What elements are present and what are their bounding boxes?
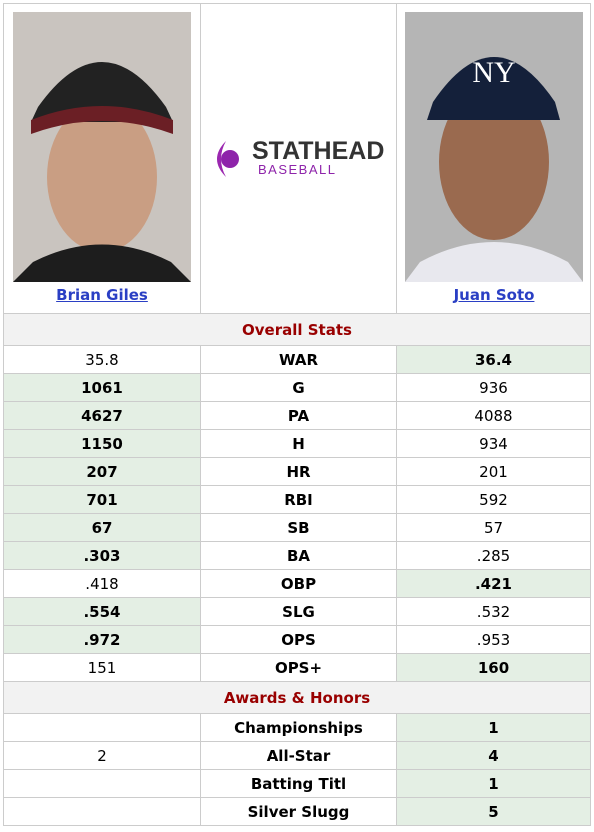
right-value: .532 — [396, 597, 591, 626]
left-value: 1150 — [3, 429, 201, 458]
stat-name: Batting Titl — [200, 769, 397, 798]
right-value: 1 — [396, 769, 591, 798]
logo-brand: STATHEAD — [252, 137, 384, 165]
left-value: .418 — [3, 569, 201, 598]
right-value: 4088 — [396, 401, 591, 430]
left-value: 67 — [3, 513, 201, 542]
right-value: 57 — [396, 513, 591, 542]
left-value: .554 — [3, 597, 201, 626]
section-header: Overall Stats — [3, 313, 591, 346]
stat-name: SB — [200, 513, 397, 542]
stat-name: All-Star — [200, 741, 397, 770]
stat-name: OBP — [200, 569, 397, 598]
left-value — [3, 713, 201, 742]
stat-name: Silver Slugg — [200, 797, 397, 826]
left-value: .303 — [3, 541, 201, 570]
player-cell — [3, 3, 201, 314]
left-value: 1061 — [3, 373, 201, 402]
left-value: 35.8 — [3, 345, 201, 374]
right-value: 4 — [396, 741, 591, 770]
left-value: 2 — [3, 741, 201, 770]
right-value: .421 — [396, 569, 591, 598]
left-value — [3, 797, 201, 826]
stat-name: WAR — [200, 345, 397, 374]
stat-name: G — [200, 373, 397, 402]
player-name-link[interactable]: Brian Giles — [56, 286, 148, 304]
stat-name: OPS — [200, 625, 397, 654]
left-value: 701 — [3, 485, 201, 514]
right-value: 1 — [396, 713, 591, 742]
right-value: 160 — [396, 653, 591, 682]
stat-name: OPS+ — [200, 653, 397, 682]
stat-name: H — [200, 429, 397, 458]
right-value: .953 — [396, 625, 591, 654]
stat-name: SLG — [200, 597, 397, 626]
stat-name: BA — [200, 541, 397, 570]
logo-sub: BASEBALL — [258, 162, 337, 177]
stathead-logo: STATHEAD BASEBALL — [216, 137, 384, 177]
right-value: 936 — [396, 373, 591, 402]
left-value: .972 — [3, 625, 201, 654]
stat-name: Championships — [200, 713, 397, 742]
right-value: 5 — [396, 797, 591, 826]
logo-cell: STATHEAD BASEBALL — [200, 3, 397, 314]
player-name-link[interactable]: Juan Soto — [453, 286, 535, 304]
right-value: 934 — [396, 429, 591, 458]
right-value: 36.4 — [396, 345, 591, 374]
svg-text:NY: NY — [472, 56, 515, 89]
left-value — [3, 769, 201, 798]
player-cell: NY — [396, 3, 591, 314]
section-header: Awards & Honors — [3, 681, 591, 714]
right-value: .285 — [396, 541, 591, 570]
stat-name: PA — [200, 401, 397, 430]
stat-name: RBI — [200, 485, 397, 514]
right-value: 201 — [396, 457, 591, 486]
right-value: 592 — [396, 485, 591, 514]
left-value: 151 — [3, 653, 201, 682]
left-value: 207 — [3, 457, 201, 486]
player-photo — [13, 12, 191, 282]
stat-name: HR — [200, 457, 397, 486]
left-value: 4627 — [3, 401, 201, 430]
player-photo: NY — [405, 12, 583, 282]
